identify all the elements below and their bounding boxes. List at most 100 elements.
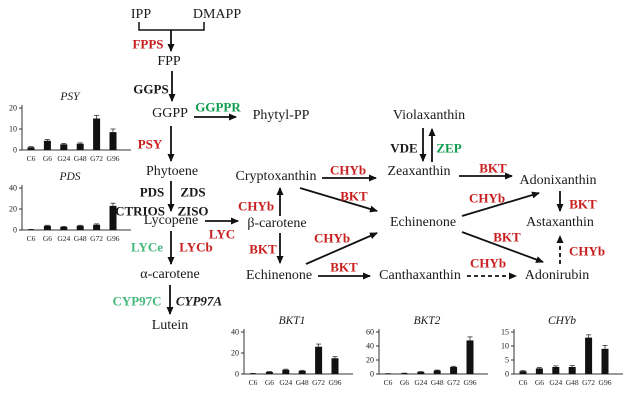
node-ipp: IPP [130,7,152,22]
svg-text:0: 0 [235,370,239,379]
bar-chart-PSY: PSY 0 10 20 C6 G6 G24 G48 G72 G96 [9,91,131,163]
enzyme-psy-label: PSY [137,136,163,152]
enzyme-vde-label: VDE [390,140,418,156]
enzyme-bkt-adonix-astax-label: BKT [569,196,597,212]
node-dmapp: DMAPP [192,7,242,22]
node-fpp: FPP [157,54,181,69]
enzyme-ggppr-label: GGPPR [195,99,241,115]
svg-text:G96: G96 [107,154,120,163]
svg-text:5: 5 [505,356,509,365]
svg-text:G6: G6 [400,378,409,387]
svg-text:G96: G96 [329,378,342,387]
node-canthaxanthin: Canthaxanthin [379,268,461,283]
node-zeaxanthin: Zeaxanthin [387,164,451,179]
svg-text:15: 15 [501,328,509,337]
svg-text:BKT2: BKT2 [414,315,441,327]
svg-text:G24: G24 [279,378,292,387]
chart-pds: PDS 0 20 40 C6 G6 G24 G48 G72 G96 [0,168,135,256]
svg-text:0: 0 [13,226,17,235]
svg-text:G96: G96 [464,378,477,387]
enzyme-zep-label: ZEP [436,140,462,156]
svg-text:G72: G72 [90,234,103,243]
svg-text:C6: C6 [519,378,528,387]
svg-text:C6: C6 [27,234,36,243]
arrow-cryptoxanthin-to-echinenone-mid [299,187,378,213]
svg-text:40: 40 [366,342,374,351]
node-echinenone-mid: Echinenone [389,215,457,230]
svg-text:G96: G96 [599,378,612,387]
chart-psy: PSY 0 10 20 C6 G6 G24 G48 G72 G96 [0,88,135,176]
svg-text:40: 40 [231,328,239,337]
svg-text:G48: G48 [431,378,444,387]
enzyme-lyc-label: LYC [208,226,236,242]
node-astaxanthin: Astaxanthin [526,215,594,230]
enzyme-ggps-label: GGPS [133,81,169,97]
enzyme-cyp97a-label: CYP97A [175,293,223,309]
enzyme-bkt-bcar-ech-label: BKT [249,241,277,257]
svg-text:40: 40 [9,184,17,193]
svg-text:20: 20 [231,349,239,358]
enzyme-chyb-crypto-zeax-label: CHYb [329,162,367,178]
node-adonixanthin: Adonixanthin [519,173,597,188]
svg-text:G24: G24 [57,154,70,163]
svg-text:0: 0 [370,370,374,379]
svg-text:G48: G48 [296,378,309,387]
enzyme-chyb-ech-ech-label: CHYb [313,230,351,246]
svg-text:G72: G72 [90,154,103,163]
svg-text:20: 20 [366,356,374,365]
enzyme-bkt-ech-adonirubin-label: BKT [493,229,521,245]
svg-text:G48: G48 [74,234,87,243]
bracket-ipp-dmapp [138,22,205,31]
node-violaxanthin: Violaxanthin [392,108,466,123]
chart-chyb: CHYb 0 5 10 15 C6 G6 G24 G48 G72 G96 [492,312,627,400]
enzyme-ziso-label: ZISO [177,203,209,219]
svg-text:10: 10 [501,342,509,351]
chart-bkt2: BKT2 0 20 40 60 C6 G6 G24 G48 G72 G96 [357,312,492,400]
node-echinenone-low: Echinenone [245,268,313,283]
enzyme-bkt-zeax-adonix-label: BKT [479,160,507,176]
svg-text:G6: G6 [43,234,52,243]
node-alpha-carotene: α-carotene [140,267,200,282]
bar-chart-PDS: PDS 0 20 40 C6 G6 G24 G48 G72 G96 [9,171,131,243]
svg-text:G6: G6 [43,154,52,163]
enzyme-bkt-ech-canthax-label: BKT [330,259,358,275]
enzyme-bkt-crypto-ech-label: BKT [340,188,368,204]
svg-text:G72: G72 [447,378,460,387]
svg-text:G24: G24 [549,378,562,387]
svg-text:0: 0 [505,370,509,379]
chart-bkt1: BKT1 0 20 40 C6 G6 G24 G48 G72 G96 [222,312,357,400]
svg-text:G48: G48 [566,378,579,387]
svg-text:20: 20 [9,205,17,214]
enzyme-lycb-label: LYCb [179,239,213,255]
node-cryptoxanthin: Cryptoxanthin [235,169,317,184]
svg-text:G6: G6 [535,378,544,387]
bar-chart-BKT2: BKT2 0 20 40 60 C6 G6 G24 G48 G72 G96 [366,315,488,387]
svg-text:60: 60 [366,328,374,337]
enzyme-chyb-adonirubin-astax-label: CHYb [568,243,606,259]
node-phytyl-pp: Phytyl-PP [252,108,310,123]
svg-text:G72: G72 [312,378,325,387]
arrow-echinenone-mid-to-adonixanthin [461,191,540,217]
enzyme-ctrios-label: CTRIOS [115,203,165,219]
svg-text:G24: G24 [57,234,70,243]
enzyme-lyce-label: LYCe [130,239,164,255]
arrow-echinenone-to-echinenone-mid [305,232,378,265]
svg-text:CHYb: CHYb [548,315,576,327]
node-lutein: Lutein [151,318,189,333]
svg-text:0: 0 [13,146,17,155]
svg-text:20: 20 [9,104,17,113]
enzyme-chyb-canthax-adonirubin-label: CHYb [469,255,507,271]
node-ggpp: GGPP [152,106,188,121]
enzyme-zds-label: ZDS [180,184,206,200]
svg-text:G6: G6 [265,378,274,387]
svg-text:G96: G96 [107,234,120,243]
enzyme-chyb-ech-adonix-label: CHYb [468,190,506,206]
node-beta-carotene: β-carotene [247,216,307,231]
enzyme-cyp97c-label: CYP97C [112,293,162,309]
node-adonirubin: Adonirubin [524,268,590,283]
bar-chart-BKT1: BKT1 0 20 40 C6 G6 G24 G48 G72 G96 [231,315,353,387]
node-phytoene: Phytoene [145,164,199,179]
enzyme-chyb-bcar-crypto-label: CHYb [237,198,275,214]
svg-text:10: 10 [9,125,17,134]
